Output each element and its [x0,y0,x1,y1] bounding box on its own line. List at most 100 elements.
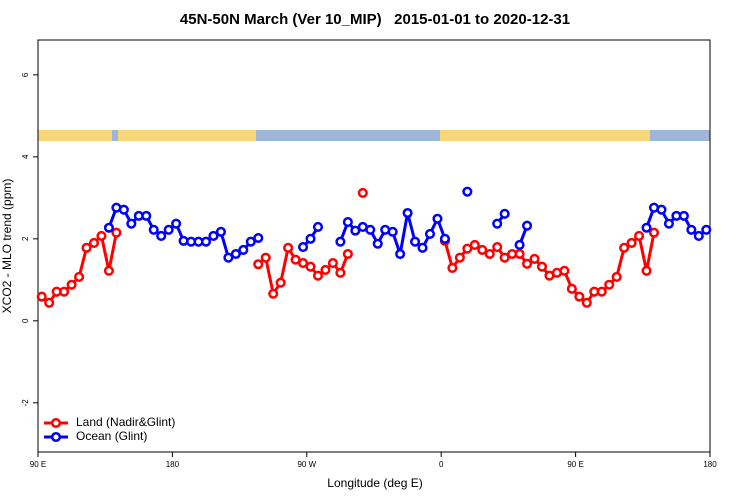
data-point [365,224,376,235]
data-point [536,261,548,272]
data-point [298,257,309,269]
series-line [257,243,350,298]
y-tick-label: 0 [21,318,30,323]
data-point [678,210,689,221]
data-point [357,187,368,198]
data-point [395,248,406,260]
data-point [462,186,473,197]
data-point [305,233,316,244]
data-point [200,236,212,247]
data-point [439,233,450,244]
data-point [66,279,77,290]
data-point [424,228,436,239]
data-point [514,239,525,251]
data-point [559,265,570,276]
data-point [447,262,458,273]
data-point [103,265,114,276]
data-point [335,236,346,247]
data-point [171,218,182,229]
data-point [566,283,577,294]
data-point [402,207,413,219]
data-point [238,244,249,255]
data-point [372,238,383,249]
data-point [268,288,279,299]
data-point [305,261,316,272]
data-point [499,252,510,263]
y-tick-label: -2 [21,399,30,407]
data-point [626,237,637,248]
data-point [656,204,667,215]
plot-frame [37,39,711,453]
data-point [111,227,122,238]
data-point [260,252,271,263]
data-point [604,279,615,290]
data-point [454,252,465,263]
x-tick-label: 0 [439,460,444,469]
chart-title: 45N-50N March (Ver 10_MIP) 2015-01-01 to… [180,11,570,28]
data-point [312,270,324,281]
data-point [126,218,137,229]
y-tick-label: 2 [21,236,30,241]
data-point [686,224,697,235]
legend-label: Ocean (Glint) [76,429,147,443]
data-point [387,226,398,237]
data-point [245,236,256,247]
data-point [514,248,525,260]
data-point [208,230,219,242]
data-point [156,230,167,242]
data-point [253,259,264,270]
data-point [275,277,286,288]
data-point [253,232,264,244]
y-tick-label: 4 [21,154,30,159]
data-point [648,227,660,238]
x-tick-label: 90 W [297,460,316,469]
data-point [492,241,503,253]
y-tick-label: 6 [21,72,30,77]
data-point [335,267,346,278]
data-point [350,225,361,236]
data-point [215,226,226,237]
data-point [484,248,495,260]
data-point [634,230,645,242]
legend-label: Land (Nadir&Glint) [76,415,175,429]
y-axis-label: XCO2 - MLO trend (ppm) [0,179,14,314]
x-tick-label: 180 [166,460,180,469]
data-point [619,242,630,253]
data-point [522,220,533,231]
legend-marker [50,431,62,443]
data-point [103,222,114,233]
data-point [118,204,129,215]
data-point [611,271,622,283]
data-point [432,213,443,224]
data-point [477,244,488,255]
data-point [581,297,592,308]
land-ocean-strip [38,130,710,141]
data-point [693,230,704,242]
data-point [96,230,107,242]
data-point [410,236,421,247]
data-point [74,271,85,283]
x-axis-label: Longitude (deg E) [327,476,422,490]
data-point [462,243,473,254]
data-point [522,258,533,269]
data-point [641,222,652,233]
data-point [223,252,234,263]
data-point [88,237,100,248]
data-point [283,242,294,253]
data-point [163,224,174,235]
data-point [141,210,152,221]
data-point [574,291,585,302]
data-point [298,241,309,253]
x-tick-label: 90 E [30,460,46,469]
data-point [492,218,503,229]
x-tick-label: 180 [703,460,717,469]
data-point [81,242,92,253]
data-point [342,216,353,228]
data-point [417,242,428,253]
data-point [529,253,540,264]
data-point [44,297,55,308]
data-point [342,248,353,260]
data-point [641,265,652,276]
data-point [499,208,510,219]
